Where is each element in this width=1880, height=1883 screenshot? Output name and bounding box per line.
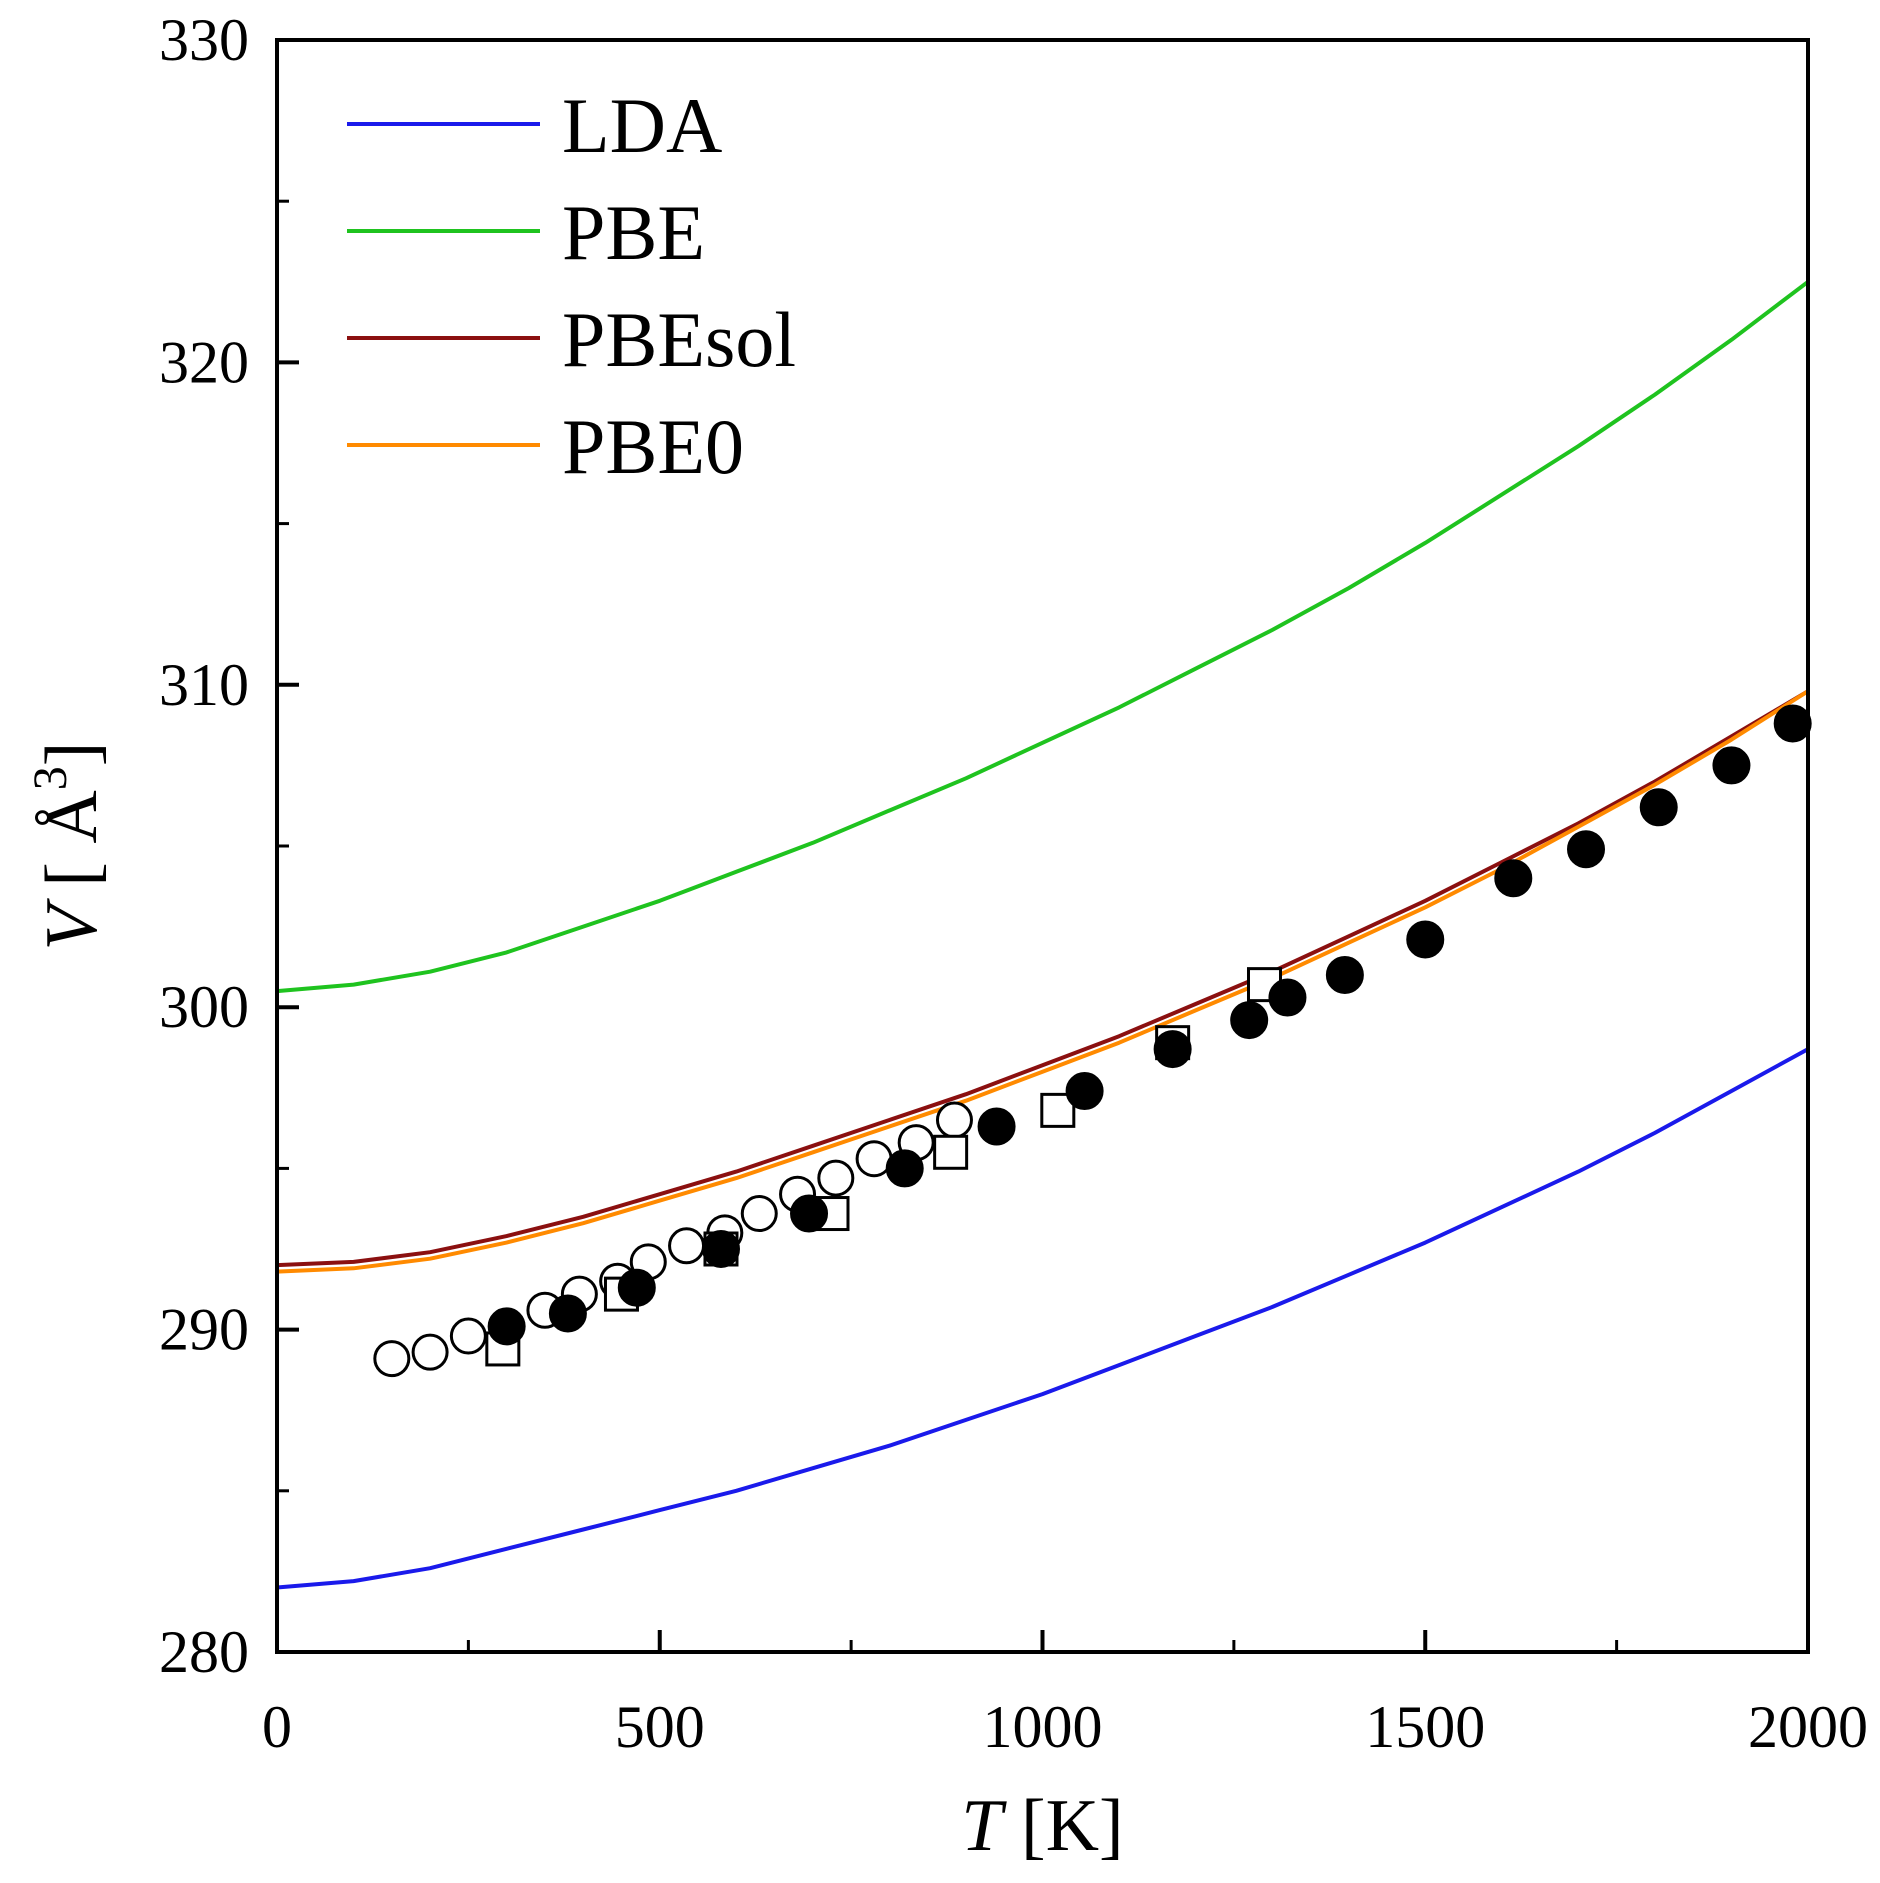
x-tick-label: 1000	[983, 1694, 1103, 1760]
tick-labels: 0 500 1000 1500 2000 280 290 300 310 320 330	[159, 7, 1868, 1760]
filled-circle-point	[548, 1294, 587, 1333]
filled-circle-point	[701, 1230, 740, 1268]
open-circle-point	[740, 1195, 778, 1233]
legend-label-lda: LDA	[562, 82, 722, 169]
open-circle-point	[817, 1159, 855, 1197]
legend-label-pbe: PBE	[562, 189, 705, 276]
open-circle-point	[411, 1333, 449, 1371]
x-tick-label: 1500	[1365, 1694, 1485, 1760]
filled-circle-point	[1268, 978, 1307, 1017]
filled-circle-point	[1773, 704, 1812, 743]
open-circle-point	[668, 1227, 706, 1265]
filled-circle-point	[1494, 859, 1533, 898]
filled-circle-point	[1325, 955, 1364, 994]
y-axis-title: V [ Å3]	[24, 742, 113, 951]
open-circle-point	[373, 1340, 411, 1378]
filled-circle-point	[790, 1194, 829, 1233]
x-tick-label: 500	[615, 1694, 705, 1760]
y-tick-label: 290	[159, 1297, 249, 1363]
filled-circle-point	[1230, 1001, 1269, 1040]
legend: LDA PBE PBEsol PBE0	[347, 82, 796, 490]
filled-circle-point	[1712, 746, 1751, 785]
filled-circle-point	[977, 1107, 1016, 1146]
y-tick-label: 280	[159, 1619, 249, 1685]
curves	[276, 280, 1810, 1590]
filled-circle-point	[1065, 1072, 1104, 1111]
y-tick-label: 300	[159, 974, 249, 1040]
filled-circle-point	[1406, 920, 1445, 959]
y-tick-label: 330	[159, 7, 249, 73]
open-circle-point	[449, 1317, 487, 1355]
legend-label-pbesol: PBEsol	[562, 296, 796, 383]
series-line-pbe	[276, 280, 1810, 994]
filled-circle-point	[487, 1307, 526, 1346]
x-tick-label: 0	[262, 1694, 292, 1760]
y-tick-label: 310	[159, 652, 249, 718]
plot-frame	[275, 38, 1810, 1654]
x-axis-title: T [K]	[961, 1785, 1123, 1867]
marker-layer	[373, 704, 1812, 1378]
open-circle-point	[935, 1101, 973, 1139]
legend-label-pbe0: PBE0	[562, 403, 744, 490]
filled-circle-point	[1153, 1030, 1192, 1069]
open-square-point	[933, 1134, 969, 1170]
series-line-lda	[276, 1047, 1809, 1590]
filled-circle-point	[885, 1149, 924, 1188]
x-tick-label: 2000	[1748, 1694, 1868, 1760]
series-line-pbe0	[276, 689, 1810, 1274]
series-line-pbesol	[276, 689, 1810, 1268]
filled-circle-point	[1567, 830, 1606, 869]
y-tick-label: 320	[159, 329, 249, 395]
filled-circle-point	[617, 1268, 656, 1307]
filled-circle-point	[1639, 788, 1678, 827]
